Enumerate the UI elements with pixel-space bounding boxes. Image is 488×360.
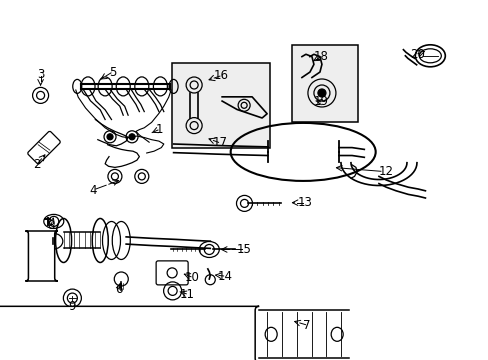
Text: 11: 11 [180,288,194,301]
Text: 6: 6 [115,283,122,296]
Circle shape [129,134,135,140]
Text: 13: 13 [297,196,311,209]
FancyBboxPatch shape [25,231,58,281]
Text: 5: 5 [108,66,116,78]
Text: 9: 9 [68,300,76,312]
Text: 14: 14 [217,270,232,283]
Circle shape [317,89,325,97]
FancyBboxPatch shape [156,261,188,285]
Bar [291,45,357,122]
Circle shape [107,134,113,140]
Text: 10: 10 [184,271,199,284]
Text: 19: 19 [313,95,328,108]
Text: 12: 12 [378,165,393,178]
Text: 4: 4 [89,184,97,197]
Text: 3: 3 [37,68,44,81]
Text: 8: 8 [47,219,55,232]
Text: 15: 15 [237,243,251,256]
Text: 7: 7 [303,319,310,332]
Text: 18: 18 [313,50,328,63]
Text: 17: 17 [212,136,227,149]
Bar [172,63,269,148]
FancyBboxPatch shape [28,131,60,164]
FancyBboxPatch shape [0,306,259,360]
Text: 20: 20 [409,48,424,60]
Text: 16: 16 [214,69,228,82]
Text: 1: 1 [155,123,163,136]
Text: 2: 2 [33,158,41,171]
